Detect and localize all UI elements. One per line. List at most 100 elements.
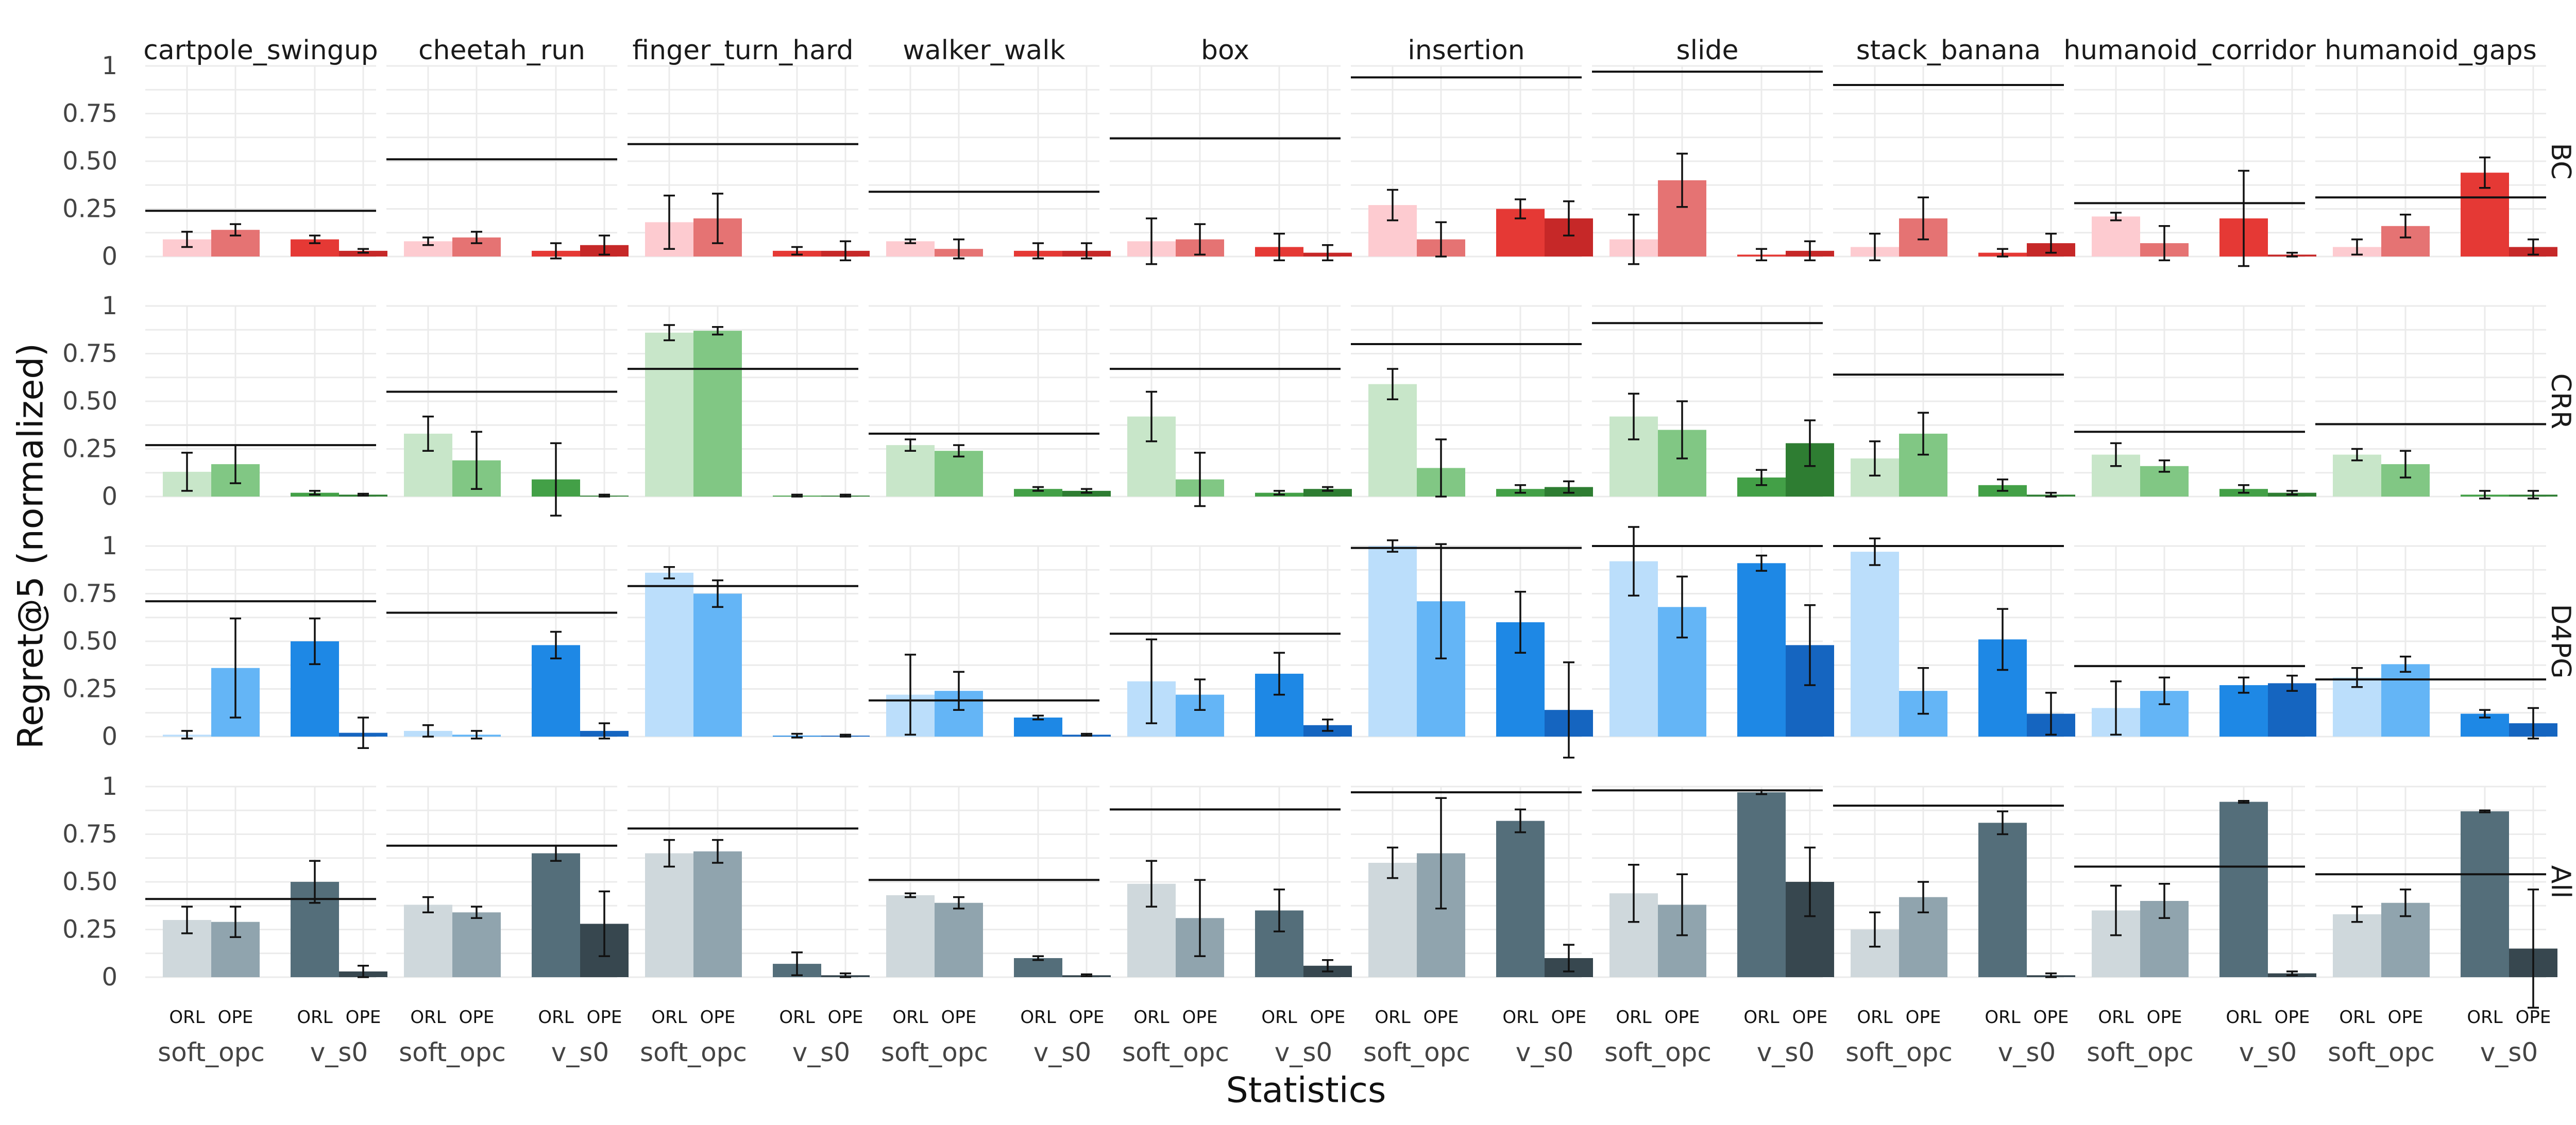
x-tick-label-orl: ORL <box>1985 1007 2020 1028</box>
x-group-label-v-s0: v_s0 <box>2480 1037 2538 1067</box>
x-axis-title: Statistics <box>1226 1070 1386 1111</box>
x-tick-label-ope: OPE <box>2275 1007 2310 1028</box>
bar-all-insertion-orl <box>1368 863 1417 977</box>
bar-d4pg-insertion-orl <box>1368 546 1417 737</box>
row-facet-label-all: All <box>2545 865 2576 898</box>
x-tick-label-ope: OPE <box>2516 1007 2551 1028</box>
y-tick-label-d4pg: 0.25 <box>62 675 117 704</box>
line-layer <box>145 72 2546 1008</box>
bar-d4pg-finger-turn-hard-orl <box>645 573 693 737</box>
x-group-label-soft-opc: soft_opc <box>1845 1037 1953 1067</box>
y-tick-label-bc: 0.50 <box>62 147 117 176</box>
facet-label-cartpole-swingup: cartpole_swingup <box>143 35 378 66</box>
facet-label-slide: slide <box>1676 35 1739 66</box>
x-tick-label-ope: OPE <box>1182 1007 1218 1028</box>
x-group-label-v-s0: v_s0 <box>2239 1037 2297 1067</box>
x-group-label-soft-opc: soft_opc <box>158 1037 265 1067</box>
bar-all-humanoid-corridor-orl <box>2219 802 2268 977</box>
bar-d4pg-walker-walk-orl <box>1014 718 1062 737</box>
x-group-label-soft-opc: soft_opc <box>881 1037 988 1067</box>
x-group-label-v-s0: v_s0 <box>310 1037 368 1067</box>
x-group-label-soft-opc: soft_opc <box>640 1037 747 1067</box>
x-tick-label-orl: ORL <box>1020 1007 1056 1028</box>
bar-crr-walker-walk-orl <box>886 445 935 497</box>
bar-crr-insertion-orl <box>1368 384 1417 497</box>
y-tick-label-crr: 0.75 <box>62 339 117 368</box>
x-tick-label-orl: ORL <box>1502 1007 1538 1028</box>
x-tick-label-ope: OPE <box>587 1007 622 1028</box>
x-tick-label-orl: ORL <box>1375 1007 1410 1028</box>
bar-d4pg-stack-banana-orl <box>1851 552 1899 737</box>
y-tick-label-d4pg: 0.75 <box>62 579 117 608</box>
bar-crr-finger-turn-hard-orl <box>645 333 693 497</box>
x-group-label-soft-opc: soft_opc <box>2087 1037 2194 1067</box>
y-tick-label-all: 0 <box>101 963 117 992</box>
x-group-label-v-s0: v_s0 <box>1998 1037 2056 1067</box>
bar-all-humanoid-gaps-orl <box>2461 811 2509 977</box>
bar-all-cheetah-run-orl <box>404 905 452 977</box>
facet-label-humanoid-gaps: humanoid_gaps <box>2325 35 2537 66</box>
x-tick-label-orl: ORL <box>2339 1007 2375 1028</box>
x-group-label-soft-opc: soft_opc <box>1363 1037 1470 1067</box>
x-tick-label-ope: OPE <box>2033 1007 2069 1028</box>
facet-label-humanoid-corridor: humanoid_corridor <box>2063 35 2316 66</box>
x-tick-label-orl: ORL <box>410 1007 446 1028</box>
x-tick-label-ope: OPE <box>941 1007 977 1028</box>
bar-all-walker-walk-orl <box>886 895 935 977</box>
y-tick-label-all: 0.25 <box>62 915 117 944</box>
facet-label-box: box <box>1201 35 1249 66</box>
x-tick-label-ope: OPE <box>1423 1007 1459 1028</box>
bar-d4pg-humanoid-gaps-ope <box>2381 664 2430 737</box>
x-tick-label-orl: ORL <box>1133 1007 1169 1028</box>
x-group-label-soft-opc: soft_opc <box>399 1037 506 1067</box>
y-tick-label-bc: 1 <box>101 52 117 80</box>
x-group-label-v-s0: v_s0 <box>1516 1037 1573 1067</box>
x-tick-label-orl: ORL <box>1857 1007 1892 1028</box>
x-tick-label-orl: ORL <box>892 1007 928 1028</box>
x-group-label-v-s0: v_s0 <box>551 1037 609 1067</box>
facet-label-cheetah-run: cheetah_run <box>418 35 585 66</box>
bar-all-walker-walk-ope <box>935 903 983 977</box>
bar-all-cheetah-run-orl <box>532 854 580 978</box>
x-tick-label-ope: OPE <box>1310 1007 1346 1028</box>
y-tick-label-d4pg: 1 <box>101 532 117 560</box>
x-tick-label-orl: ORL <box>1616 1007 1651 1028</box>
y-tick-label-crr: 1 <box>101 292 117 320</box>
y-tick-label-crr: 0.50 <box>62 387 117 416</box>
bar-all-finger-turn-hard-orl <box>645 854 693 978</box>
x-tick-label-ope: OPE <box>1792 1007 1828 1028</box>
bar-layer <box>163 173 2557 977</box>
bar-all-humanoid-gaps-orl <box>2333 914 2381 977</box>
y-tick-label-d4pg: 0.50 <box>62 627 117 656</box>
x-group-label-v-s0: v_s0 <box>1275 1037 1332 1067</box>
x-tick-label-orl: ORL <box>538 1007 573 1028</box>
x-tick-label-ope: OPE <box>218 1007 253 1028</box>
y-tick-label-crr: 0 <box>101 482 117 511</box>
y-tick-label-all: 1 <box>101 772 117 801</box>
x-tick-label-ope: OPE <box>700 1007 736 1028</box>
row-facet-label-bc: BC <box>2545 143 2576 179</box>
bar-bc-humanoid-corridor-orl <box>2092 216 2140 257</box>
y-tick-label-bc: 0.25 <box>62 195 117 224</box>
bar-all-cheetah-run-ope <box>452 912 501 977</box>
bar-d4pg-slide-orl <box>1737 563 1786 737</box>
bar-crr-walker-walk-ope <box>935 451 983 497</box>
x-tick-label-ope: OPE <box>1665 1007 1700 1028</box>
bar-all-stack-banana-orl <box>1978 823 2027 977</box>
x-tick-label-orl: ORL <box>297 1007 332 1028</box>
y-tick-label-crr: 0.25 <box>62 435 117 464</box>
bar-crr-finger-turn-hard-ope <box>693 331 742 497</box>
x-group-label-soft-opc: soft_opc <box>1122 1037 1229 1067</box>
x-group-label-v-s0: v_s0 <box>1757 1037 1815 1067</box>
row-facet-label-d4pg: D4PG <box>2545 604 2576 679</box>
x-tick-label-ope: OPE <box>459 1007 495 1028</box>
facet-label-walker-walk: walker_walk <box>903 35 1065 66</box>
bar-d4pg-finger-turn-hard-ope <box>693 594 742 737</box>
x-tick-label-ope: OPE <box>1551 1007 1587 1028</box>
x-tick-label-ope: OPE <box>1069 1007 1105 1028</box>
facet-label-insertion: insertion <box>1408 35 1524 66</box>
x-tick-label-ope: OPE <box>346 1007 381 1028</box>
bar-all-slide-orl <box>1737 792 1786 977</box>
